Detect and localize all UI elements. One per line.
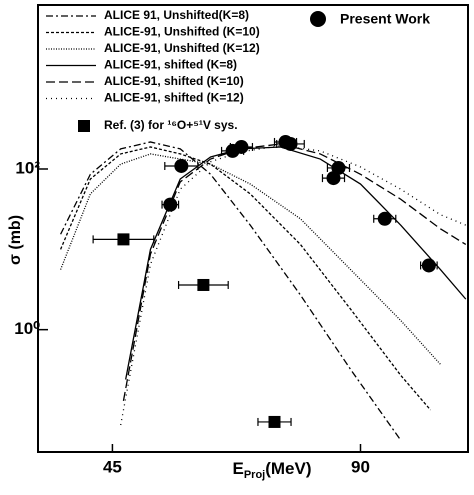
legend-label: Ref. (3) for ¹⁶O+⁵¹V sys. <box>104 118 238 132</box>
data-point <box>283 136 298 151</box>
data-point <box>174 158 189 173</box>
legend-label: ALICE 91, Unshifted(K=8) <box>104 8 249 22</box>
y-axis-label: σ (mb) <box>7 215 24 265</box>
x-label-sub: Proj <box>244 469 265 481</box>
x-label-unit: (MeV) <box>265 459 311 478</box>
legend-label: Present Work <box>340 11 430 27</box>
x-tick-label: 45 <box>103 457 122 476</box>
legend-marker <box>310 11 326 27</box>
y-tick-label: 10⁰ <box>14 319 40 338</box>
data-point <box>117 233 130 246</box>
model-curve <box>60 146 432 411</box>
data-point <box>197 278 210 291</box>
legend-label: ALICE-91, shifted (K=10) <box>104 74 244 88</box>
model-curve <box>59 153 441 365</box>
model-curve <box>60 141 402 441</box>
model-curve <box>125 146 467 380</box>
data-point <box>331 160 346 175</box>
data-point <box>163 197 178 212</box>
legend-label: ALICE-91, Unshifted (K=12) <box>104 41 260 55</box>
data-point <box>234 139 249 154</box>
data-point <box>268 415 281 428</box>
plot-area <box>59 134 467 441</box>
x-tick-label: 90 <box>351 457 370 476</box>
legend-label: ALICE-91, Unshifted (K=10) <box>104 25 260 39</box>
data-point <box>421 258 436 273</box>
legend-label: ALICE-91, shifted (K=12) <box>104 91 244 105</box>
x-axis-label: EProj(MeV) <box>232 459 311 480</box>
x-label-main: E <box>232 459 243 478</box>
legend-marker <box>78 120 90 132</box>
model-curve <box>122 143 467 401</box>
legend-label: ALICE-91, shifted (K=8) <box>104 58 237 72</box>
y-tick-label: 10² <box>15 158 40 177</box>
plot-frame <box>37 4 469 453</box>
data-point <box>377 211 392 226</box>
